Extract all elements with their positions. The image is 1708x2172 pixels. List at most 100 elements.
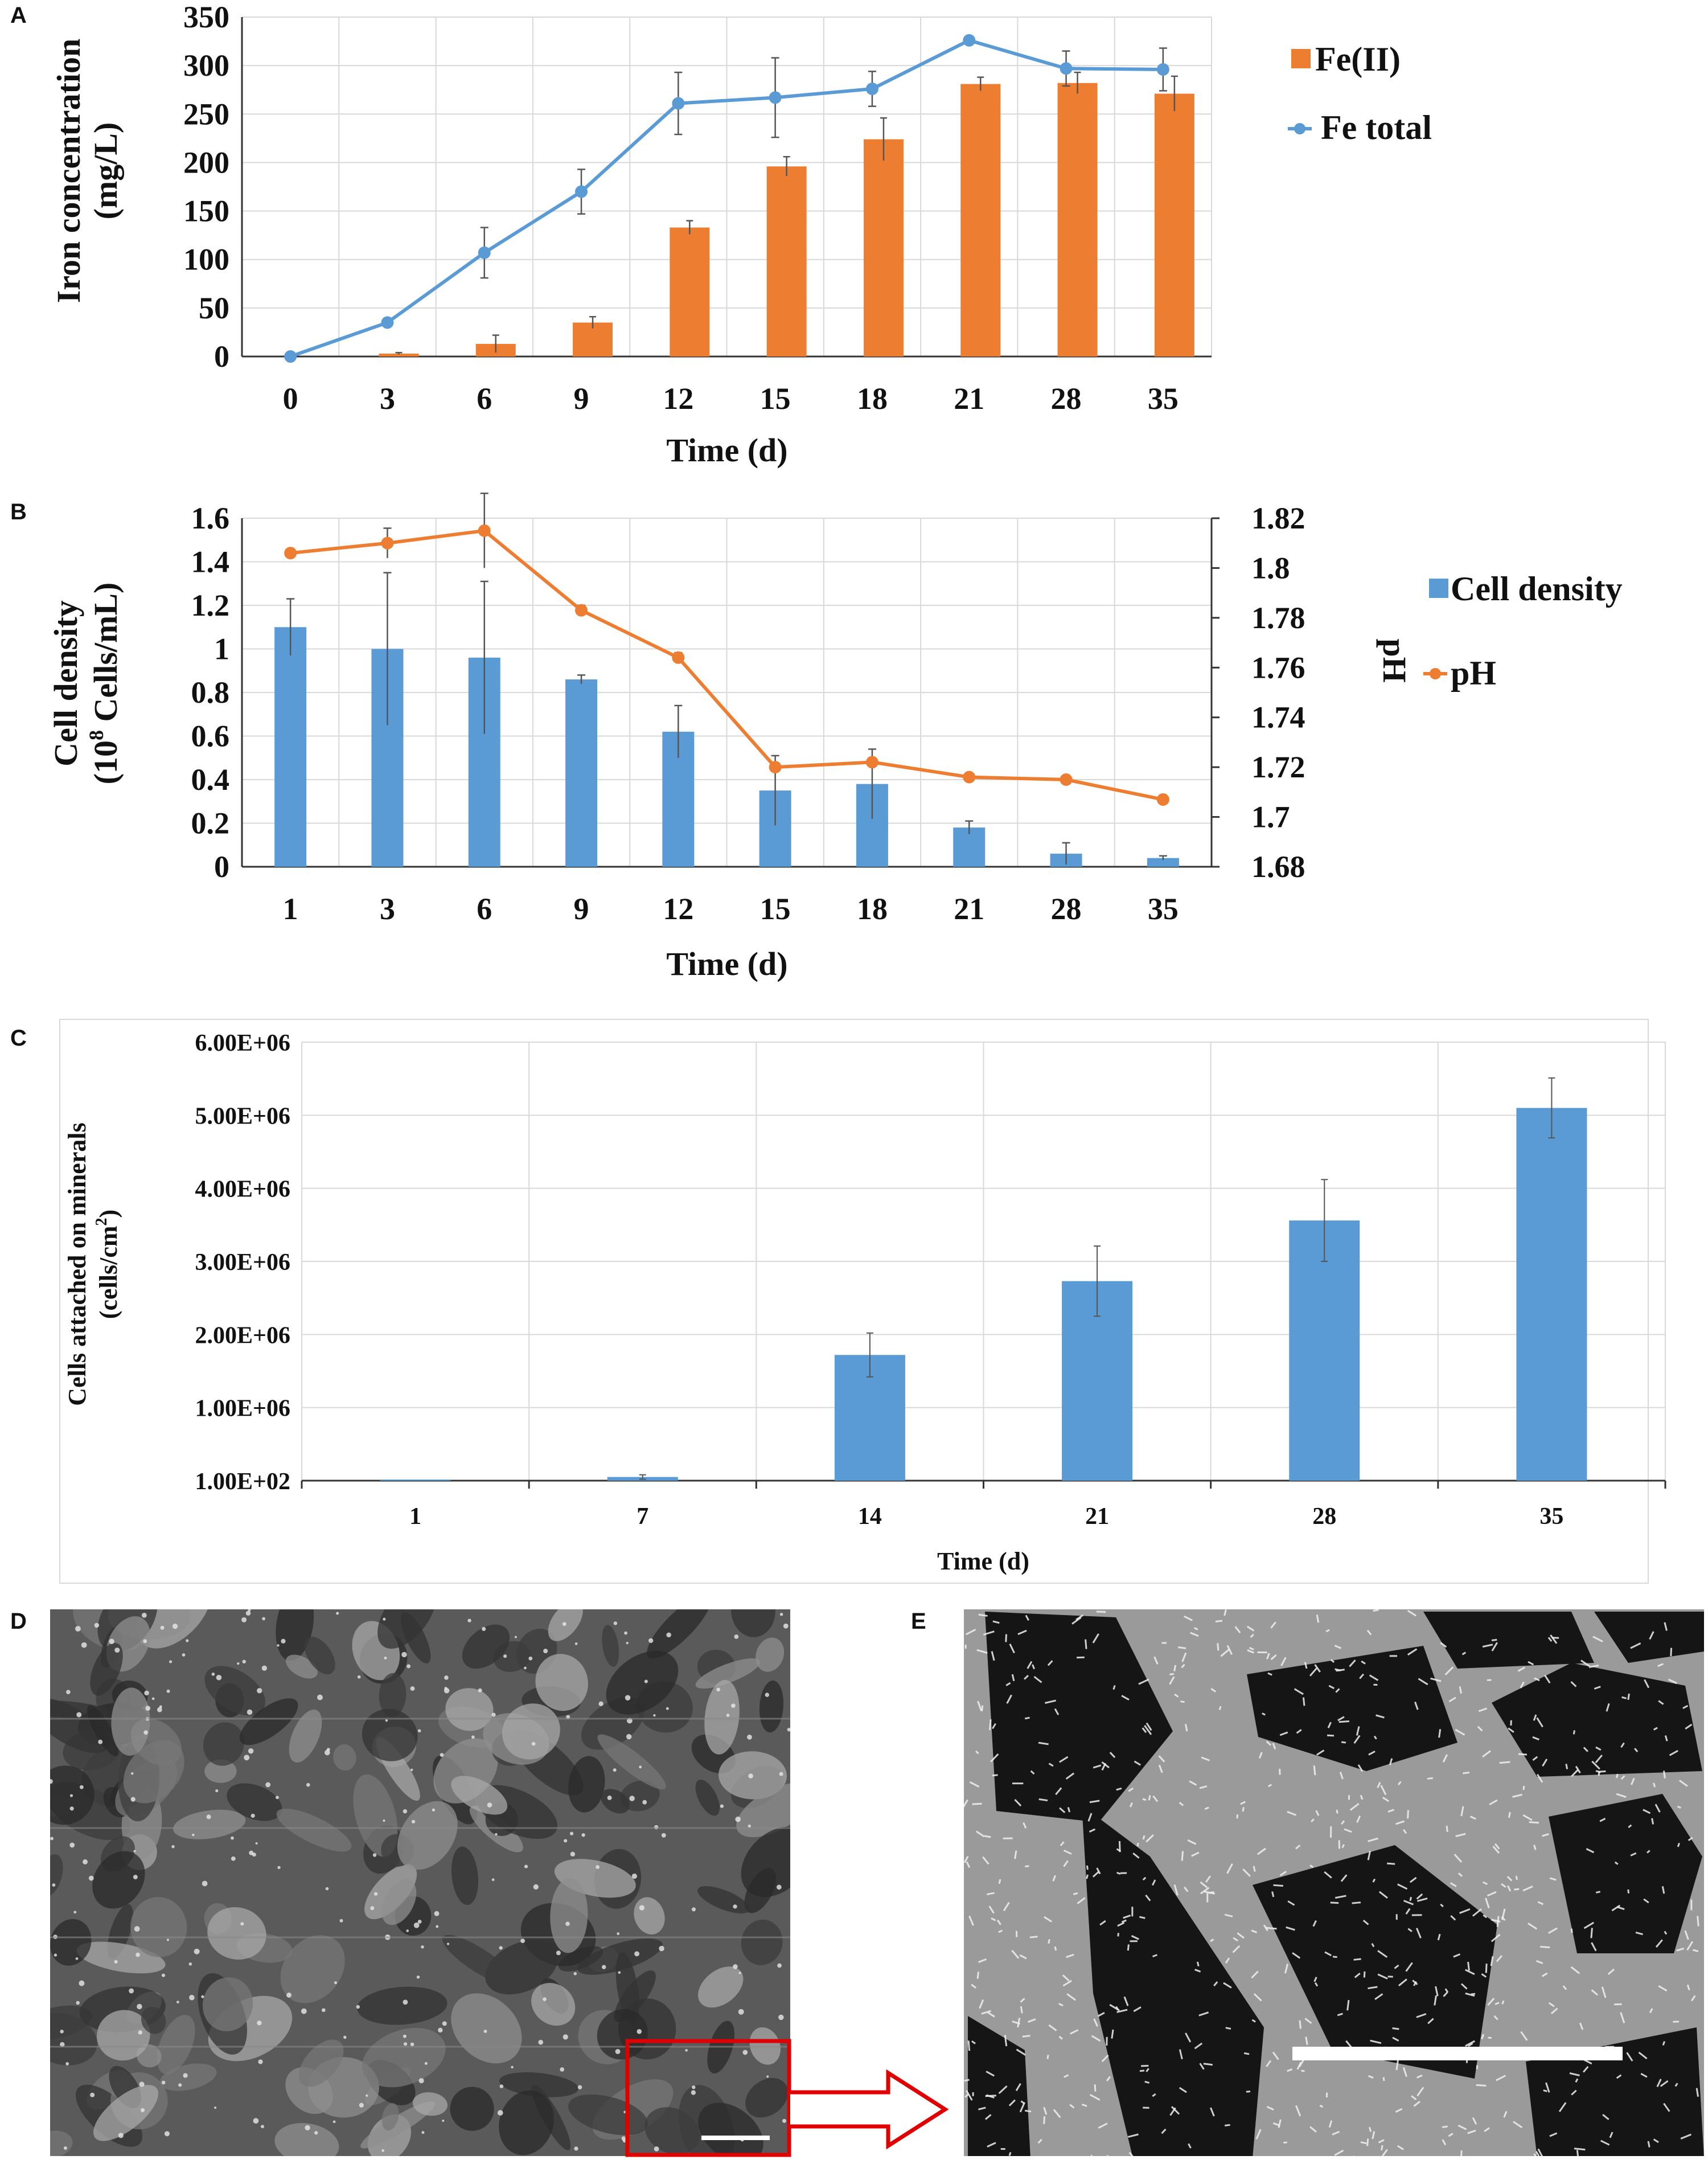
micrograph-d-speck — [503, 1654, 507, 1658]
micrograph-e-bacterium — [1015, 1931, 1018, 1937]
micrograph-e-bacterium — [1627, 1889, 1630, 1894]
micrograph-e-bacterium — [1123, 1996, 1129, 2006]
micrograph-d-speck — [141, 1612, 147, 1618]
micrograph-d-particle — [577, 1938, 663, 1975]
micrograph-d-speck — [244, 1755, 250, 1761]
micrograph-e-bacterium — [1210, 2107, 1215, 2117]
micrograph-d-speck — [249, 1850, 254, 1855]
micrograph-e-bacterium — [1536, 1717, 1543, 1728]
micrograph-e-bacterium — [969, 1781, 980, 1788]
fe2-bar — [1057, 83, 1098, 356]
micrograph-e-bacterium — [1295, 2105, 1301, 2117]
micrograph-d-speck — [366, 2094, 368, 2097]
micrograph-e-bacterium — [1368, 1837, 1378, 1842]
micrograph-e-bacterium — [1453, 1953, 1461, 1958]
micrograph-e-bacterium — [966, 1861, 971, 1868]
micrograph-e-bacterium — [1614, 2003, 1622, 2006]
micrograph-e-bacterium — [1571, 2089, 1577, 2096]
micrograph-e-bacterium — [1199, 1785, 1208, 1789]
micrograph-d-speck — [178, 2083, 182, 2087]
micrograph-e-bacterium — [1684, 1930, 1689, 1940]
micrograph-e-bacterium — [1352, 1901, 1361, 1904]
micrograph-e-bacterium — [1223, 1982, 1232, 1989]
micrograph-e-bacterium — [1144, 2080, 1150, 2084]
micrograph-e-bacterium — [1373, 1683, 1378, 1686]
micrograph-d-speck — [735, 1816, 741, 1822]
micrograph-d-particle — [204, 1759, 237, 1783]
micrograph-e-bacterium — [1630, 1642, 1641, 1649]
micrograph-d-particle — [333, 1744, 356, 1771]
panel-b-x-tick: 3 — [380, 892, 395, 926]
zoom-arrow — [790, 2069, 949, 2150]
micrograph-d-speck — [644, 1679, 648, 1683]
micrograph-d-speck — [738, 1972, 741, 1974]
micrograph-e-bacterium — [1101, 1761, 1110, 1769]
micrograph-e-bacterium — [1324, 1951, 1332, 1957]
micrograph-e-bacterium — [1106, 2154, 1112, 2156]
micrograph-e-bacterium — [1638, 2051, 1648, 2060]
micrograph-e-bacterium — [1403, 1829, 1407, 1834]
micrograph-d-speck — [247, 1709, 253, 1715]
micrograph-e-bacterium — [1204, 1891, 1216, 1895]
micrograph-d-particle — [499, 2090, 554, 2155]
micrograph-d-particle — [141, 2006, 166, 2034]
micrograph-d-speck — [639, 1905, 645, 1911]
micrograph-d-particle — [695, 1780, 720, 1816]
micrograph-e-bacterium — [1398, 1978, 1407, 1986]
micrograph-e-bacterium — [1012, 1782, 1024, 1785]
micrograph-e-bacterium — [986, 2094, 995, 2099]
micrograph-d-particle — [298, 2039, 344, 2087]
micrograph-d-speck — [276, 1796, 279, 1800]
panel-c-y-label-2: (cells/cm2) — [93, 1210, 122, 1319]
micrograph-d-speck — [69, 1806, 74, 1811]
micrograph-e-bacterium — [1109, 2003, 1120, 2011]
micrograph-d-speck — [357, 1675, 361, 1679]
micrograph-e-bacterium — [1199, 2063, 1205, 2070]
micrograph-e-bacterium — [1427, 1777, 1433, 1780]
micrograph-e-bacterium — [1547, 1927, 1558, 1935]
micrograph-d-speck — [176, 2001, 179, 2003]
micrograph-d-speck — [685, 2049, 688, 2052]
micrograph-e-bacterium — [986, 2071, 995, 2077]
micrograph-e-bacterium — [1532, 1756, 1538, 1761]
micrograph-d-particle — [50, 2013, 97, 2066]
micrograph-e-bacterium — [1008, 2151, 1012, 2156]
fe2-bar — [379, 353, 419, 356]
micrograph-e-bacterium — [1242, 1868, 1251, 1877]
legend-a-fe2-label: Fe(II) — [1315, 40, 1401, 78]
micrograph-e-bacterium — [1389, 1655, 1398, 1657]
micrograph-e-bacterium — [1037, 2138, 1042, 2144]
micrograph-e-bacterium — [992, 1774, 998, 1777]
micrograph-d-speck — [50, 1779, 53, 1784]
micrograph-e-bacterium — [1440, 1903, 1444, 1908]
panel-b-y2-tick: 1.7 — [1251, 800, 1290, 834]
micrograph-d-speck — [410, 2042, 414, 2047]
micrograph-e-bacterium — [1123, 1915, 1131, 1919]
fetotal-point — [1156, 63, 1169, 76]
micrograph-e-bacterium — [1374, 1993, 1383, 2000]
micrograph-e-bacterium — [1332, 2130, 1340, 2136]
micrograph-e-bacterium — [1366, 1629, 1372, 1636]
micrograph-e-bacterium — [1448, 2133, 1454, 2137]
micrograph-e-bacterium — [1522, 1886, 1533, 1892]
micrograph-e-bacterium — [1353, 1735, 1361, 1744]
micrograph-d-speck — [114, 1960, 118, 1964]
micrograph-d-speck — [626, 1733, 632, 1740]
micrograph-e-bacterium — [1533, 1714, 1537, 1721]
micrograph-e-bacterium — [1131, 1907, 1134, 1917]
micrograph-e-bacterium — [1575, 1765, 1581, 1774]
micrograph-e-bacterium — [1476, 2065, 1479, 2069]
micrograph-e-bacterium — [1467, 1961, 1470, 1971]
micrograph-d-speck — [129, 1988, 134, 1994]
micrograph-e-bacterium — [1043, 2116, 1046, 2124]
micrograph-e-bacterium — [1027, 2018, 1036, 2023]
micrograph-e-bacterium — [1073, 1892, 1078, 1895]
micrograph-e-bacterium — [972, 1802, 982, 1805]
micrograph-e-bacterium — [1109, 1752, 1116, 1759]
legend-b-cell-swatch — [1429, 579, 1448, 598]
micrograph-e-bacterium — [1005, 1634, 1008, 1642]
micrograph-e-bacterium — [981, 2010, 992, 2015]
micrograph-e-bacterium — [1314, 1664, 1321, 1673]
micrograph-e-bacterium — [1576, 2150, 1579, 2156]
micrograph-d-speck — [63, 2146, 67, 2150]
